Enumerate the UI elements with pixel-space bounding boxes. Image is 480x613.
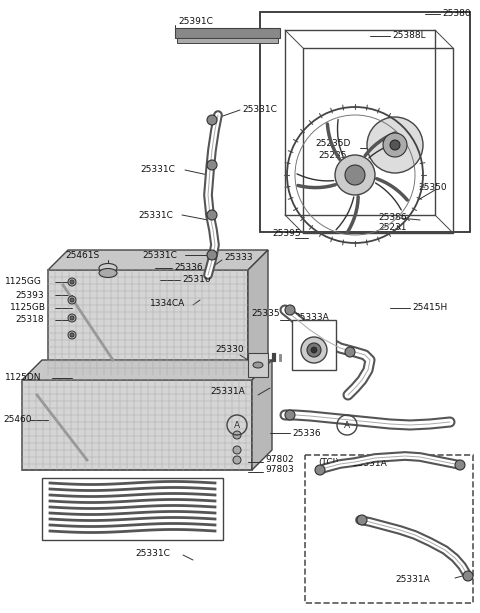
Circle shape — [285, 305, 295, 315]
Text: 25460: 25460 — [3, 416, 32, 424]
Circle shape — [301, 337, 327, 363]
Circle shape — [68, 331, 76, 339]
Circle shape — [207, 210, 217, 220]
Text: 1125GB: 1125GB — [10, 303, 46, 313]
Text: 25393: 25393 — [15, 291, 44, 300]
Text: 25333: 25333 — [224, 254, 252, 262]
Text: 25415H: 25415H — [412, 303, 447, 313]
Text: 25331A: 25331A — [395, 576, 430, 585]
Circle shape — [68, 296, 76, 304]
Circle shape — [463, 571, 473, 581]
Text: 1125DN: 1125DN — [5, 373, 41, 383]
Polygon shape — [22, 360, 272, 380]
Ellipse shape — [99, 268, 117, 278]
Circle shape — [367, 117, 423, 173]
Text: 25235D: 25235D — [315, 139, 350, 148]
Circle shape — [207, 160, 217, 170]
Ellipse shape — [253, 362, 263, 368]
Text: 25318: 25318 — [15, 316, 44, 324]
Text: 25391C: 25391C — [178, 18, 213, 26]
Text: 25331C: 25331C — [242, 105, 277, 115]
Circle shape — [233, 456, 241, 464]
Circle shape — [68, 314, 76, 322]
Text: 25331A: 25331A — [352, 459, 387, 468]
Bar — [48, 270, 248, 375]
Circle shape — [68, 278, 76, 286]
Bar — [292, 320, 336, 370]
Text: 25386: 25386 — [378, 213, 407, 223]
Text: 25310: 25310 — [182, 275, 211, 284]
Bar — [42, 478, 223, 540]
Text: A: A — [344, 421, 350, 430]
Text: (TCI): (TCI) — [318, 457, 339, 466]
Text: 25331A: 25331A — [210, 387, 245, 397]
Circle shape — [70, 280, 74, 284]
Circle shape — [207, 250, 217, 260]
Circle shape — [70, 316, 74, 320]
Text: 25331C: 25331C — [140, 166, 175, 175]
Circle shape — [207, 115, 217, 125]
Bar — [305, 455, 473, 603]
Text: 25336: 25336 — [292, 428, 321, 438]
Text: 97802: 97802 — [265, 455, 294, 465]
Bar — [175, 28, 280, 38]
Text: 1334CA: 1334CA — [150, 299, 185, 308]
Text: 25231: 25231 — [378, 224, 407, 232]
Text: 25350: 25350 — [418, 183, 446, 191]
Text: 97803: 97803 — [265, 465, 294, 474]
Text: 25333A: 25333A — [294, 313, 329, 322]
Text: 1125GG: 1125GG — [5, 278, 42, 286]
Polygon shape — [252, 360, 272, 470]
Circle shape — [357, 515, 367, 525]
Text: 25331C: 25331C — [142, 251, 177, 259]
Text: 25331C: 25331C — [135, 549, 170, 557]
Text: 25395: 25395 — [272, 229, 300, 237]
Circle shape — [315, 465, 325, 475]
Polygon shape — [248, 250, 268, 375]
Text: 25330: 25330 — [215, 346, 244, 354]
Text: 25461S: 25461S — [65, 251, 99, 261]
Ellipse shape — [99, 264, 117, 273]
Circle shape — [383, 133, 407, 157]
Text: A: A — [234, 421, 240, 430]
Circle shape — [345, 347, 355, 357]
Circle shape — [233, 431, 241, 439]
Circle shape — [345, 165, 365, 185]
Circle shape — [390, 140, 400, 150]
Circle shape — [455, 460, 465, 470]
Circle shape — [285, 410, 295, 420]
Bar — [260, 12, 470, 232]
Polygon shape — [48, 250, 268, 270]
Text: 25335: 25335 — [252, 310, 280, 319]
Text: 25380: 25380 — [442, 9, 470, 18]
Text: 25235: 25235 — [318, 151, 347, 159]
Bar — [22, 380, 252, 470]
Circle shape — [70, 298, 74, 302]
Text: 25388L: 25388L — [392, 31, 426, 40]
Bar — [248, 353, 268, 377]
Circle shape — [307, 343, 321, 357]
Text: 25331C: 25331C — [138, 210, 173, 219]
Circle shape — [311, 347, 317, 353]
Circle shape — [335, 155, 375, 195]
Circle shape — [70, 333, 74, 337]
Text: 25336: 25336 — [174, 264, 203, 273]
Circle shape — [233, 446, 241, 454]
Bar — [177, 38, 278, 43]
